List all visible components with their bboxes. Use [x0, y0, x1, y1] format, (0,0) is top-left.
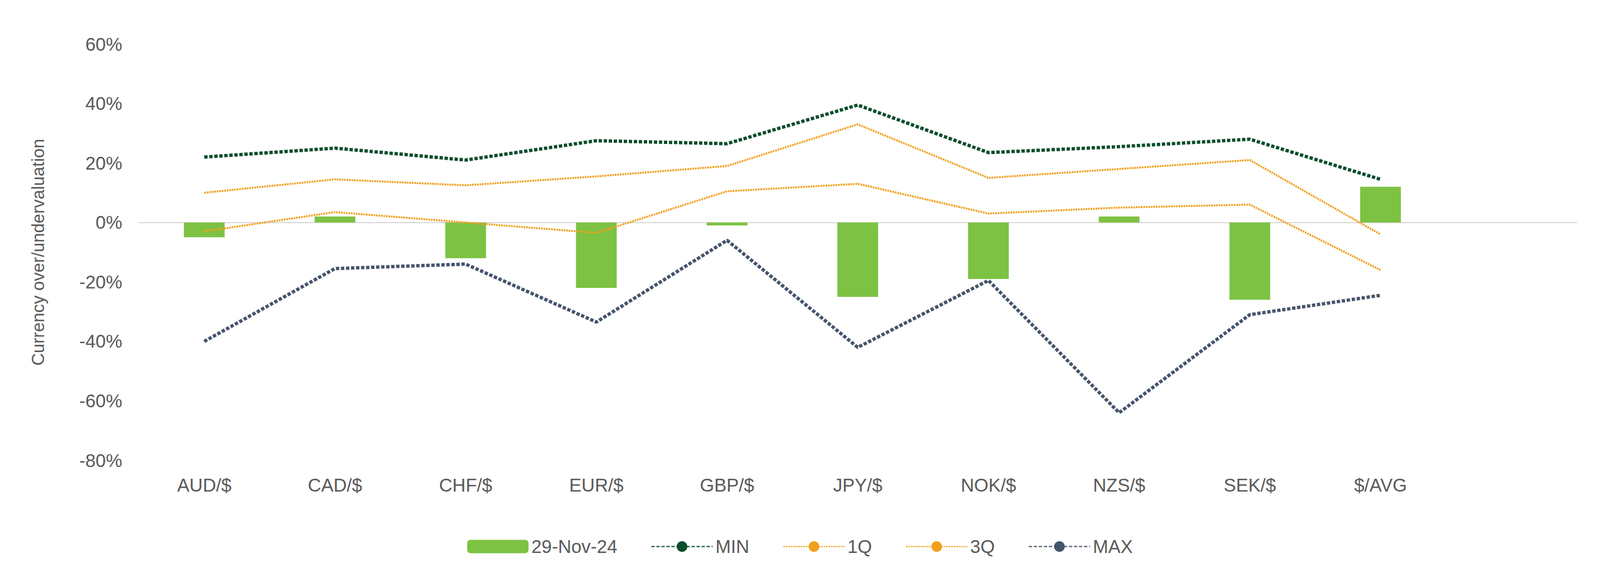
svg-text:-20%: -20%	[79, 271, 123, 293]
svg-text:Currency over/undervaluation: Currency over/undervaluation	[28, 138, 48, 366]
svg-text:MAX: MAX	[1092, 536, 1134, 557]
svg-text:29-Nov-24: 29-Nov-24	[531, 536, 618, 557]
svg-text:20%: 20%	[85, 152, 123, 174]
svg-text:CAD/$: CAD/$	[307, 474, 363, 496]
svg-text:NOK/$: NOK/$	[960, 474, 1016, 496]
svg-text:EUR/$: EUR/$	[569, 474, 624, 496]
svg-text:0%: 0%	[95, 211, 123, 233]
svg-text:CHF/$: CHF/$	[439, 474, 493, 496]
svg-text:NZS/$: NZS/$	[1092, 474, 1146, 496]
svg-text:60%: 60%	[85, 34, 123, 55]
svg-text:-40%: -40%	[79, 330, 123, 352]
svg-text:JPY/$: JPY/$	[832, 474, 883, 496]
svg-text:1Q: 1Q	[847, 536, 872, 557]
svg-text:40%: 40%	[85, 93, 123, 114]
svg-text:-80%: -80%	[79, 450, 123, 471]
svg-text:AUD/$: AUD/$	[177, 474, 232, 496]
svg-text:3Q: 3Q	[970, 536, 995, 557]
svg-text:MIN: MIN	[715, 536, 750, 557]
svg-text:GBP/$: GBP/$	[700, 474, 755, 496]
svg-text:$/AVG: $/AVG	[1353, 474, 1407, 496]
svg-text:SEK/$: SEK/$	[1223, 474, 1277, 496]
svg-text:-60%: -60%	[79, 390, 123, 412]
